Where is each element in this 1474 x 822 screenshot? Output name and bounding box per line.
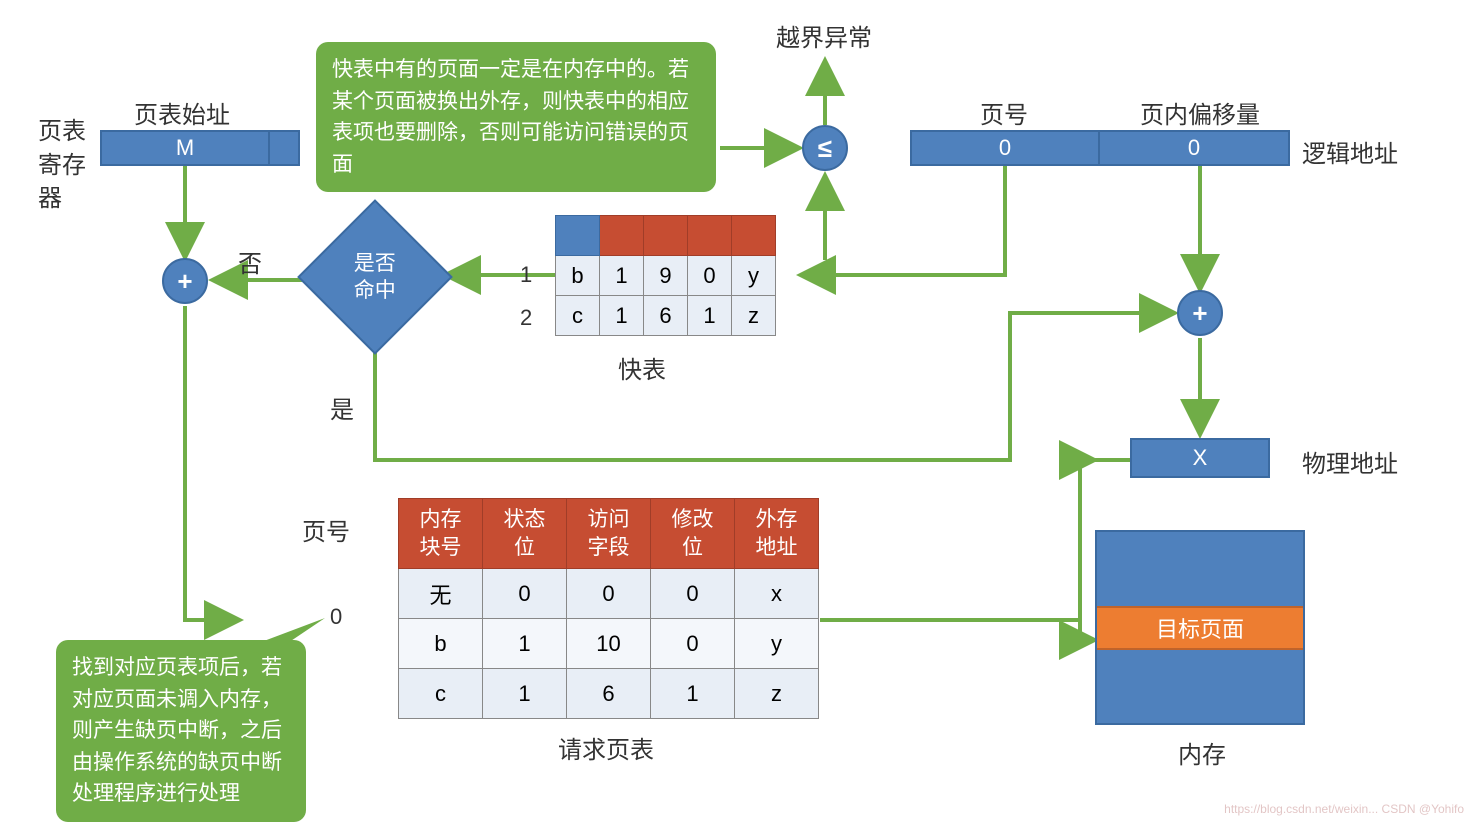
hit-diamond: 是否命中 xyxy=(320,222,430,332)
page-table-label: 请求页表 xyxy=(558,730,654,765)
watermark: https://blog.csdn.net/weixin... CSDN @Yo… xyxy=(1224,802,1464,816)
register-cell-gap xyxy=(270,130,300,166)
tlb-callout: 快表中有的页面一定是在内存中的。若某个页面被换出外存，则快表中的相应表项也要删除… xyxy=(316,42,716,192)
X-box: X xyxy=(1130,438,1270,478)
physical-addr-label: 物理地址 xyxy=(1302,444,1398,479)
register-label: 页表寄存器 xyxy=(38,115,86,216)
pageno-val: 0 xyxy=(910,130,1100,166)
logical-addr-bar: 0 0 xyxy=(910,130,1290,166)
yes-label: 是 xyxy=(330,390,354,425)
fast-row2: 2 xyxy=(520,305,532,331)
hit-text: 是否命中 xyxy=(354,250,396,305)
offset-header: 页内偏移量 xyxy=(1140,95,1260,130)
fault-callout: 找到对应页表项后，若对应页面未调入内存，则产生缺页中断，之后由操作系统的缺页中断… xyxy=(56,640,306,822)
offset-val: 0 xyxy=(1100,130,1290,166)
exception-label: 越界异常 xyxy=(776,18,872,53)
le-node: ≤ xyxy=(802,125,848,171)
register-bar: M xyxy=(100,130,300,166)
target-page: 目标页面 xyxy=(1097,606,1303,650)
fast-row1: 1 xyxy=(520,262,532,288)
fault-callout-pointer xyxy=(240,600,330,660)
logical-addr-label: 逻辑地址 xyxy=(1302,134,1398,169)
page-table: 内存块号状态位访问字段修改位外存地址 无000x b1100y c161z xyxy=(398,498,819,719)
pt-row0: 0 xyxy=(330,604,342,630)
fast-table-label: 快表 xyxy=(618,350,666,385)
pageno-side: 页号 xyxy=(302,512,350,547)
no-label: 否 xyxy=(238,244,262,279)
plus-right: + xyxy=(1177,290,1223,336)
plus-left: + xyxy=(162,258,208,304)
M-cell: M xyxy=(100,130,270,166)
base-addr-label: 页表始址 xyxy=(134,95,230,130)
memory-label: 内存 xyxy=(1178,735,1226,770)
fast-table: b190y c161z xyxy=(555,215,776,336)
memory-block: 目标页面 xyxy=(1095,530,1305,725)
pageno-header: 页号 xyxy=(980,95,1028,130)
